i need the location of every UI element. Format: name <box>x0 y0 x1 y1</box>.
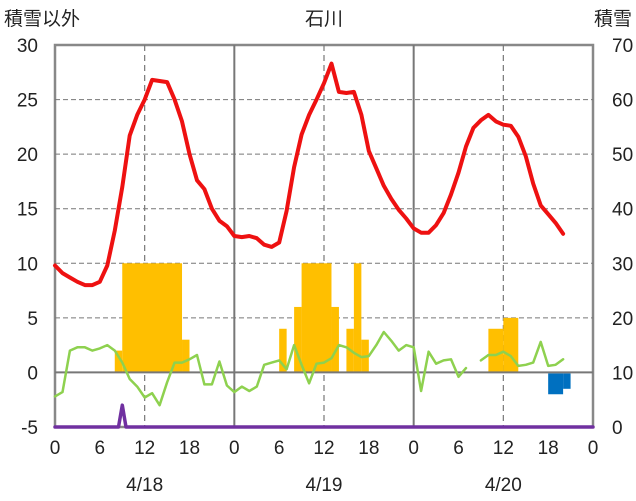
y-right-tick-label: 70 <box>612 36 633 57</box>
y-left-tick-label: 10 <box>17 254 38 275</box>
precipitation-bar <box>301 263 332 373</box>
snow-depth-bars <box>548 373 571 395</box>
x-tick-label: 12 <box>493 438 514 459</box>
precipitation-bar <box>122 263 183 373</box>
precipitation-bar <box>353 263 362 373</box>
y-right-tick-label: 0 <box>612 418 623 439</box>
precipitation-bar <box>279 328 287 373</box>
day-label: 4/20 <box>485 475 522 496</box>
precipitation-bar <box>503 317 519 373</box>
y-left-tick-label: 0 <box>27 363 38 384</box>
y-right-tick-label: 50 <box>612 145 633 166</box>
day-label: 4/19 <box>306 475 343 496</box>
x-tick-label: 0 <box>229 438 240 459</box>
left-axis-title: 積雪以外 <box>4 8 80 30</box>
y-right-tick-label: 60 <box>612 91 633 112</box>
x-tick-label: 12 <box>313 438 334 459</box>
wind-line <box>479 340 565 368</box>
x-tick-label: 18 <box>358 438 379 459</box>
right-axis-title: 積雪 <box>594 8 632 30</box>
wind-line <box>53 330 468 407</box>
y-right-tick-label: 20 <box>612 309 633 330</box>
x-tick-label: 0 <box>408 438 419 459</box>
y-right-tick-label: 10 <box>612 363 633 384</box>
precipitation-bar <box>488 328 504 373</box>
snow-depth-bar <box>548 373 564 395</box>
x-tick-label: 6 <box>453 438 464 459</box>
y-left-tick-label: 20 <box>17 145 38 166</box>
y-left-tick-label: 15 <box>17 200 38 221</box>
precipitation-bars <box>114 263 519 373</box>
snowfall-line <box>53 403 595 429</box>
y-left-tick-label: 5 <box>27 309 38 330</box>
x-tick-label: 6 <box>274 438 285 459</box>
series-lines <box>53 61 595 429</box>
x-tick-label: 0 <box>50 438 61 459</box>
x-tick-label: 6 <box>95 438 106 459</box>
precipitation-bar <box>182 339 190 373</box>
y-left-tick-label: -5 <box>21 418 38 439</box>
chart-title: 石川 <box>305 8 343 30</box>
precipitation-bar <box>331 306 339 373</box>
x-tick-label: 0 <box>588 438 599 459</box>
y-left-tick-label: 25 <box>17 91 38 112</box>
precipitation-bar <box>294 306 302 373</box>
y-right-tick-label: 40 <box>612 200 633 221</box>
day-label: 4/18 <box>126 475 163 496</box>
y-right-tick-label: 30 <box>612 254 633 275</box>
snow-depth-bar <box>563 373 571 389</box>
x-tick-label: 18 <box>179 438 200 459</box>
precipitation-bar <box>114 350 123 373</box>
x-tick-label: 12 <box>134 438 155 459</box>
temperature-line <box>53 61 566 288</box>
y-left-tick-label: 30 <box>17 36 38 57</box>
x-tick-label: 18 <box>538 438 559 459</box>
